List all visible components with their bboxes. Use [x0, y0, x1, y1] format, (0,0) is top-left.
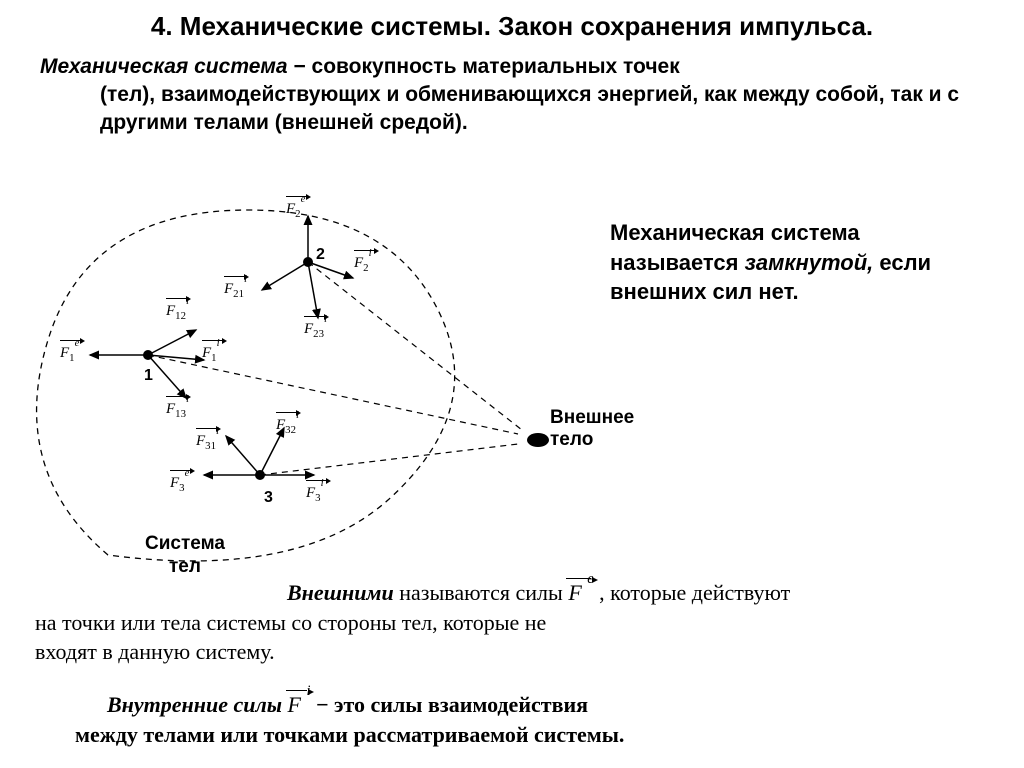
force-arrow: [262, 262, 308, 290]
force-label: F21i: [224, 276, 247, 300]
system-boundary: [37, 210, 455, 561]
external-forces-paragraph: Внешними называются силы F e , которые д…: [255, 578, 995, 667]
vec-sup-e: e: [587, 571, 593, 587]
internal-forces-paragraph: Внутренние силы F i − это силы взаимодей…: [75, 690, 995, 749]
external-body-dot: [527, 433, 549, 447]
vector-F-i: F i: [288, 690, 311, 720]
node-number: 2: [316, 246, 325, 264]
int-tail2: между телами или точками рассматриваемой…: [75, 722, 624, 747]
ext-line3: входят в данную систему.: [35, 637, 275, 667]
slide: 4. Механические системы. Закон сохранени…: [0, 0, 1024, 768]
force-label: F32i: [276, 412, 299, 436]
mass-point: [143, 350, 153, 360]
external-body-label: Внешнеетело: [550, 407, 634, 451]
dashed-connector: [260, 444, 518, 475]
mass-point: [303, 257, 313, 267]
slide-title: 4. Механические системы. Закон сохранени…: [0, 0, 1024, 43]
closed-system-note: Механическая система называется замкнуто…: [610, 218, 990, 307]
force-label: F1e: [60, 340, 80, 364]
intro-paragraph: Механическая система − совокупность мате…: [0, 43, 1024, 138]
system-diagram: 1 2 3 F1e F12i F1i F13i F21i F2e F2i F23i F31i F32i F…: [18, 190, 618, 560]
system-bodies-label: Системател: [145, 533, 225, 579]
dashed-connector: [308, 262, 522, 430]
force-label: F3i: [306, 480, 326, 504]
force-label: F1i: [202, 340, 222, 364]
vec-sup-i: i: [306, 683, 310, 699]
vec-base-i: F: [288, 692, 301, 717]
intro-dash: −: [288, 55, 312, 78]
force-arrow: [148, 355, 186, 398]
closed-line2a: называется: [610, 250, 745, 275]
force-label: F23i: [304, 316, 327, 340]
force-label: F2i: [354, 250, 374, 274]
force-label: F12i: [166, 298, 189, 322]
intro-text-rest: (тел), взаимодействующих и обменивающихс…: [40, 81, 984, 138]
int-tail1: − это силы взаимодействия: [316, 692, 588, 717]
dashed-connector: [148, 355, 518, 434]
node-number: 1: [144, 367, 153, 385]
int-word: Внутренние силы: [107, 692, 288, 717]
intro-term: Механическая система: [40, 55, 288, 78]
intro-text-start: совокупность материальных точек: [312, 55, 680, 78]
closed-line2c: если: [873, 250, 931, 275]
closed-line1: Механическая система: [610, 220, 860, 245]
force-label: F31i: [196, 428, 219, 452]
ext-line2: на точки или тела системы со стороны тел…: [35, 608, 546, 638]
closed-line2b: замкнутой,: [745, 250, 874, 275]
vector-F-e: F e: [568, 578, 593, 608]
force-label: F13i: [166, 396, 189, 420]
ext-word: Внешними: [287, 580, 394, 605]
force-arrow: [308, 262, 318, 318]
mass-point: [255, 470, 265, 480]
closed-line3: внешних сил нет.: [610, 279, 799, 304]
force-label: F3e: [170, 470, 190, 494]
force-arrow: [148, 330, 196, 355]
ext-w2: называются силы: [394, 580, 569, 605]
ext-tail: , которые действуют: [594, 580, 791, 605]
force-arrow: [308, 262, 353, 278]
node-number: 3: [264, 489, 273, 507]
force-arrow: [226, 436, 260, 475]
force-arrow: [148, 355, 204, 360]
force-label: F2e: [286, 196, 306, 220]
vec-base-e: F: [568, 580, 581, 605]
